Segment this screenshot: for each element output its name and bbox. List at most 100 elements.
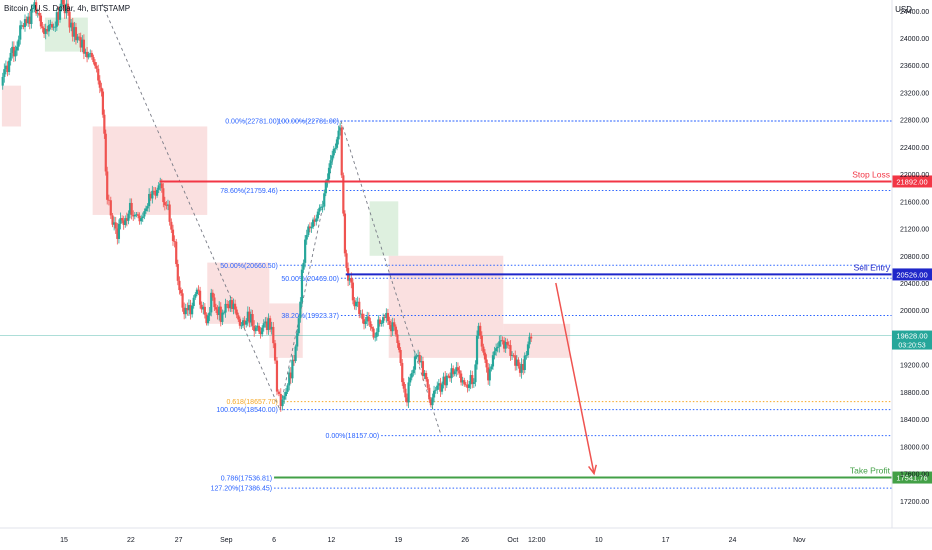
candle-body — [57, 12, 60, 20]
candle-body — [409, 377, 412, 383]
countdown-text: 03:20:53 — [898, 343, 925, 350]
candle-body — [41, 26, 44, 29]
candle-body — [241, 320, 245, 326]
candle-body — [135, 214, 138, 216]
candle-body — [397, 343, 401, 350]
candle-body — [475, 335, 479, 365]
candle-body — [9, 52, 12, 61]
candle-body — [63, 4, 66, 14]
candle-body — [412, 369, 415, 374]
candle-body — [203, 306, 206, 315]
candle-body — [11, 46, 14, 53]
time-tick-label: 6 — [272, 537, 276, 544]
candle-body — [81, 39, 84, 48]
candle-body — [515, 359, 518, 366]
candle-body — [413, 356, 417, 370]
candle-body — [109, 200, 112, 216]
candle-body — [93, 62, 97, 66]
fib-down-level-label: 50.00%(20469.00) — [281, 276, 339, 283]
fib-up-level-label: 0.00%(22781.00) — [225, 118, 279, 125]
candle-body — [377, 319, 380, 333]
candle-body — [85, 51, 89, 58]
candle-body — [510, 355, 514, 357]
candle-body — [35, 2, 38, 14]
candle-body — [374, 336, 377, 338]
candle-body — [127, 213, 130, 221]
cloud-red-zone — [503, 323, 571, 358]
candle-body — [175, 241, 178, 265]
candle-body — [405, 397, 409, 403]
candle-body — [224, 303, 227, 313]
candle-body — [275, 360, 279, 392]
trade-levels: Stop Loss 21892.00 Sell Entry 20526.00 Take … — [159, 169, 932, 484]
candle-body — [283, 396, 286, 400]
candle-body — [1, 76, 4, 86]
candle-body — [113, 222, 116, 225]
candle-body — [36, 13, 39, 14]
candle-body — [248, 311, 251, 323]
candle-body — [463, 380, 466, 385]
candle-body — [305, 234, 308, 240]
candle-body — [144, 208, 148, 212]
candle-body — [82, 39, 85, 54]
candle-body — [329, 160, 332, 168]
candle-body — [343, 213, 347, 254]
price-tick-label: 21600.00 — [900, 199, 929, 206]
fib-up-level-label: 100.00%(18540.00) — [216, 407, 278, 414]
price-tick-label: 22400.00 — [900, 145, 929, 152]
candle-body — [31, 7, 35, 10]
candle-body — [401, 362, 404, 383]
candle-body — [467, 384, 471, 388]
time-tick-label: 17 — [662, 537, 670, 544]
candle-body — [396, 334, 399, 344]
candle-body — [198, 290, 202, 305]
candle-body — [434, 389, 437, 391]
candle-body — [429, 399, 432, 406]
current-price-text: 19628.00 — [896, 332, 927, 341]
candle-body — [469, 375, 472, 385]
candle-body — [286, 385, 289, 392]
candle-body — [95, 65, 98, 69]
candle-body — [262, 323, 265, 328]
candle-body — [104, 133, 107, 172]
take-profit-label: Take Profit — [850, 466, 891, 476]
price-tick-label: 18400.00 — [900, 417, 929, 424]
candle-body — [208, 312, 211, 316]
candle-body — [319, 206, 323, 208]
candle-body — [391, 322, 394, 332]
candle-body — [152, 190, 156, 192]
candle-body — [337, 130, 340, 140]
candle-body — [372, 328, 375, 338]
candle-body — [54, 26, 57, 28]
candle-body — [452, 368, 455, 375]
candle-body — [334, 147, 337, 149]
candle-body — [385, 312, 388, 318]
candle-body — [485, 359, 488, 368]
cloud-red-zone — [388, 255, 504, 358]
candle-body — [192, 297, 195, 307]
candle-body — [461, 380, 464, 383]
candle-body — [514, 355, 517, 366]
candle-body — [404, 388, 407, 398]
ichimoku-cloud — [1, 17, 571, 358]
candle-body — [133, 214, 136, 217]
candle-body — [6, 65, 9, 72]
candle-body — [232, 303, 235, 309]
candle-body — [12, 46, 15, 57]
candle-body — [33, 2, 36, 8]
candle-body — [498, 341, 501, 347]
time-axis: 15 22 27 Sep 6 12 19 26 Oct 12:00 10 17 24 Nov — [0, 527, 932, 544]
candle-body — [162, 188, 165, 203]
candle-body — [315, 218, 318, 222]
candle-body — [380, 322, 383, 324]
candle-body — [518, 366, 522, 373]
candle-body — [415, 356, 418, 358]
candle-body — [353, 300, 356, 307]
candle-body — [506, 342, 509, 345]
candle-body — [466, 384, 469, 388]
candle-body — [321, 206, 324, 208]
symbol-title[interactable]: Bitcoin / U.S. Dollar, 4h, BITSTAMP — [4, 4, 131, 13]
candle-body — [62, 0, 65, 5]
candle-body — [342, 175, 345, 214]
